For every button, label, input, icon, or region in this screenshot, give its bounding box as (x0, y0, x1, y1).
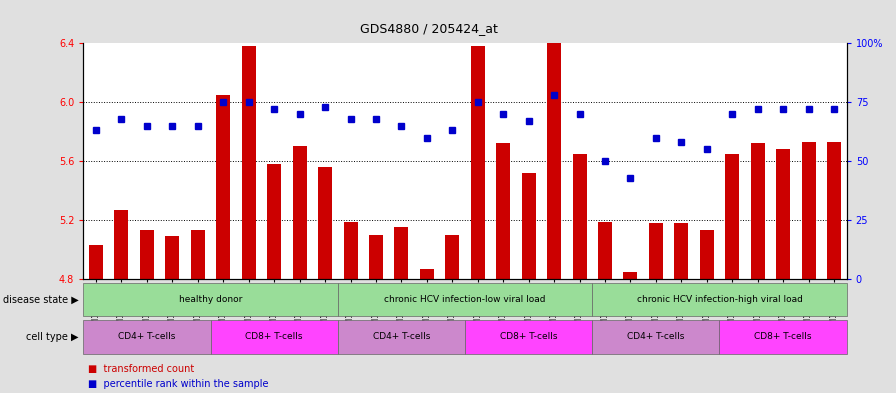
Bar (649, 223, 663, 279)
Bar (394, 228, 409, 279)
Text: CD8+ T-cells: CD8+ T-cells (246, 332, 303, 342)
Bar (465, 320, 592, 354)
Bar (598, 222, 612, 279)
Bar (89, 245, 103, 279)
Bar (592, 320, 719, 354)
Bar (445, 235, 460, 279)
Text: healthy donor: healthy donor (179, 295, 242, 304)
Bar (592, 283, 847, 316)
Bar (624, 272, 637, 279)
Bar (802, 142, 815, 279)
Bar (83, 320, 211, 354)
Bar (573, 154, 587, 279)
Text: chronic HCV infection-high viral load: chronic HCV infection-high viral load (636, 295, 803, 304)
Text: chronic HCV infection-low viral load: chronic HCV infection-low viral load (384, 295, 546, 304)
Bar (267, 164, 281, 279)
Bar (115, 210, 128, 279)
Bar (216, 95, 230, 279)
Text: disease state ▶: disease state ▶ (3, 295, 79, 305)
Bar (166, 236, 179, 279)
Bar (420, 269, 434, 279)
Bar (140, 230, 154, 279)
Text: CD4+ T-cells: CD4+ T-cells (373, 332, 430, 342)
Bar (191, 230, 205, 279)
Bar (751, 143, 764, 279)
Bar (211, 320, 338, 354)
Text: ■  transformed count: ■ transformed count (88, 364, 194, 373)
Bar (343, 222, 358, 279)
Text: CD8+ T-cells: CD8+ T-cells (500, 332, 557, 342)
Bar (470, 46, 485, 279)
Text: CD4+ T-cells: CD4+ T-cells (627, 332, 685, 342)
Bar (338, 283, 592, 316)
Bar (521, 173, 536, 279)
Bar (827, 142, 841, 279)
Bar (293, 146, 306, 279)
Bar (496, 143, 510, 279)
Bar (369, 235, 383, 279)
Bar (338, 320, 465, 354)
Bar (83, 283, 338, 316)
Bar (547, 29, 561, 279)
Text: cell type ▶: cell type ▶ (26, 332, 79, 342)
Text: ■  percentile rank within the sample: ■ percentile rank within the sample (88, 379, 268, 389)
Text: CD4+ T-cells: CD4+ T-cells (118, 332, 176, 342)
Bar (719, 320, 847, 354)
Text: GDS4880 / 205424_at: GDS4880 / 205424_at (360, 22, 498, 35)
Text: CD8+ T-cells: CD8+ T-cells (754, 332, 812, 342)
Bar (725, 154, 739, 279)
Bar (776, 149, 790, 279)
Bar (675, 223, 688, 279)
Bar (242, 46, 255, 279)
Bar (700, 230, 714, 279)
Bar (318, 167, 332, 279)
